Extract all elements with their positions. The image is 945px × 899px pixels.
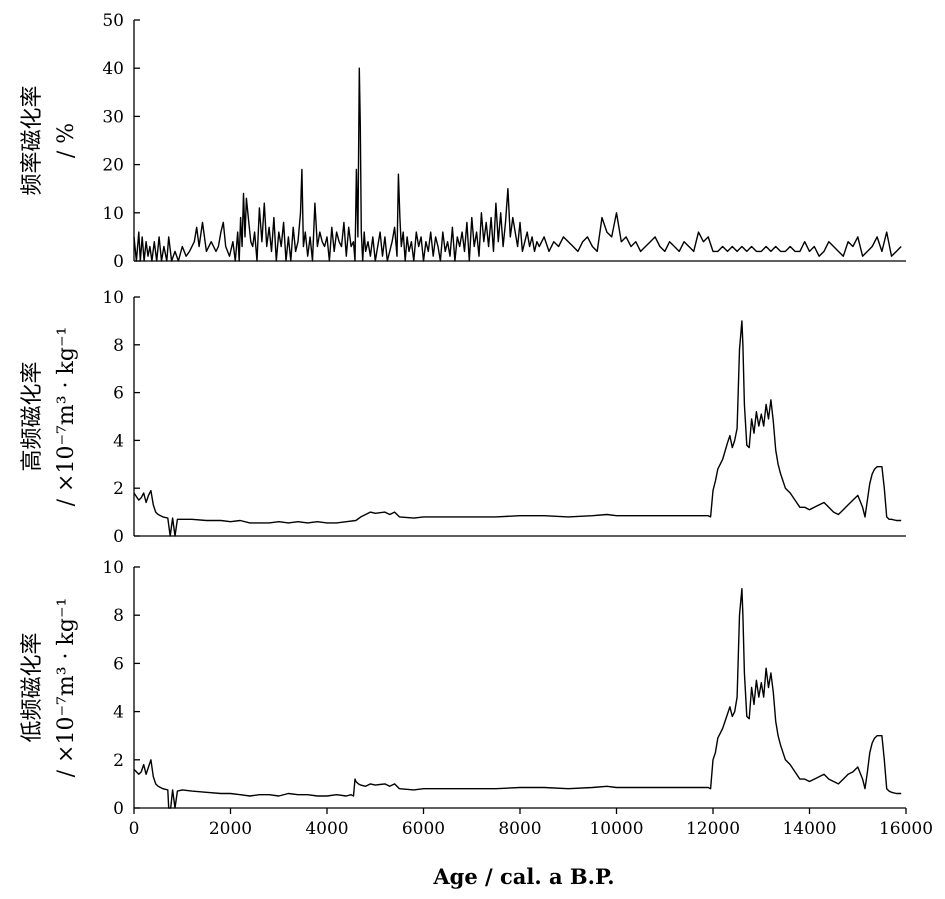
x-tick-label: 0 [129, 819, 140, 839]
y-axis-label-line: / ×10⁻⁷m³ · kg⁻¹ [54, 598, 79, 778]
y-axis-label: 低频磁化率 / ×10⁻⁷m³ · kg⁻¹ [20, 598, 79, 778]
panel-high-frequency: 0 2 4 6 8 10 高频磁化率 / ×10⁻⁷m³ · kg⁻¹ [20, 288, 906, 547]
y-tick-label: 2 [113, 479, 124, 499]
x-tick-label: 10000 [589, 819, 643, 839]
panel-low-frequency: 0 2 4 6 8 10 低频磁化率 / ×10⁻⁷m³ · kg⁻¹ [20, 558, 906, 819]
y-tick-label: 0 [113, 799, 124, 819]
y-tick-label: 8 [113, 606, 124, 626]
y-tick-label: 8 [113, 336, 124, 356]
x-tick-label: 4000 [305, 819, 348, 839]
y-tick-label: 0 [113, 527, 124, 547]
y-axis-label: 频率磁化率 / % [20, 85, 79, 195]
panel-frequency-dependent: 0 10 20 30 40 50 频率磁化率 / % [20, 11, 906, 272]
y-tick-label: 2 [113, 751, 124, 771]
y-axis-label-line: 高频磁化率 [20, 361, 45, 471]
y-tick-label: 50 [102, 11, 124, 31]
y-tick-label: 20 [102, 156, 124, 176]
x-tick-label: 14000 [782, 819, 836, 839]
y-tick-label: 4 [113, 431, 124, 451]
x-axis: 0 2000 4000 6000 8000 10000 12000 14000 16000 [129, 808, 933, 839]
y-tick-label: 6 [113, 654, 124, 674]
y-tick-label: 10 [102, 558, 124, 578]
y-axis-label-line: / ×10⁻⁷m³ · kg⁻¹ [54, 327, 79, 507]
series-line-hf [133, 320, 902, 537]
x-tick-label: 16000 [879, 819, 933, 839]
y-axis-label-line: 低频磁化率 [20, 632, 45, 742]
y-tick-label: 10 [102, 288, 124, 308]
y-tick-label: 6 [113, 384, 124, 404]
x-tick-label: 6000 [402, 819, 445, 839]
y-axis-label-line: 频率磁化率 [20, 85, 45, 195]
y-tick-label: 40 [102, 59, 124, 79]
y-tick-label: 10 [102, 204, 124, 224]
y-axis-label-line: / % [54, 123, 79, 158]
y-tick-label: 4 [113, 703, 124, 723]
y-axis-label: 高频磁化率 / ×10⁻⁷m³ · kg⁻¹ [20, 327, 79, 507]
y-tick-label: 30 [102, 107, 124, 127]
x-tick-label: 8000 [498, 819, 541, 839]
x-axis-label: Age / cal. a B.P. [432, 864, 614, 889]
series-line-fd [133, 67, 902, 262]
y-tick-label: 0 [113, 252, 124, 272]
x-tick-label: 12000 [686, 819, 740, 839]
series-line-lf [133, 588, 902, 809]
x-tick-label: 2000 [209, 819, 252, 839]
